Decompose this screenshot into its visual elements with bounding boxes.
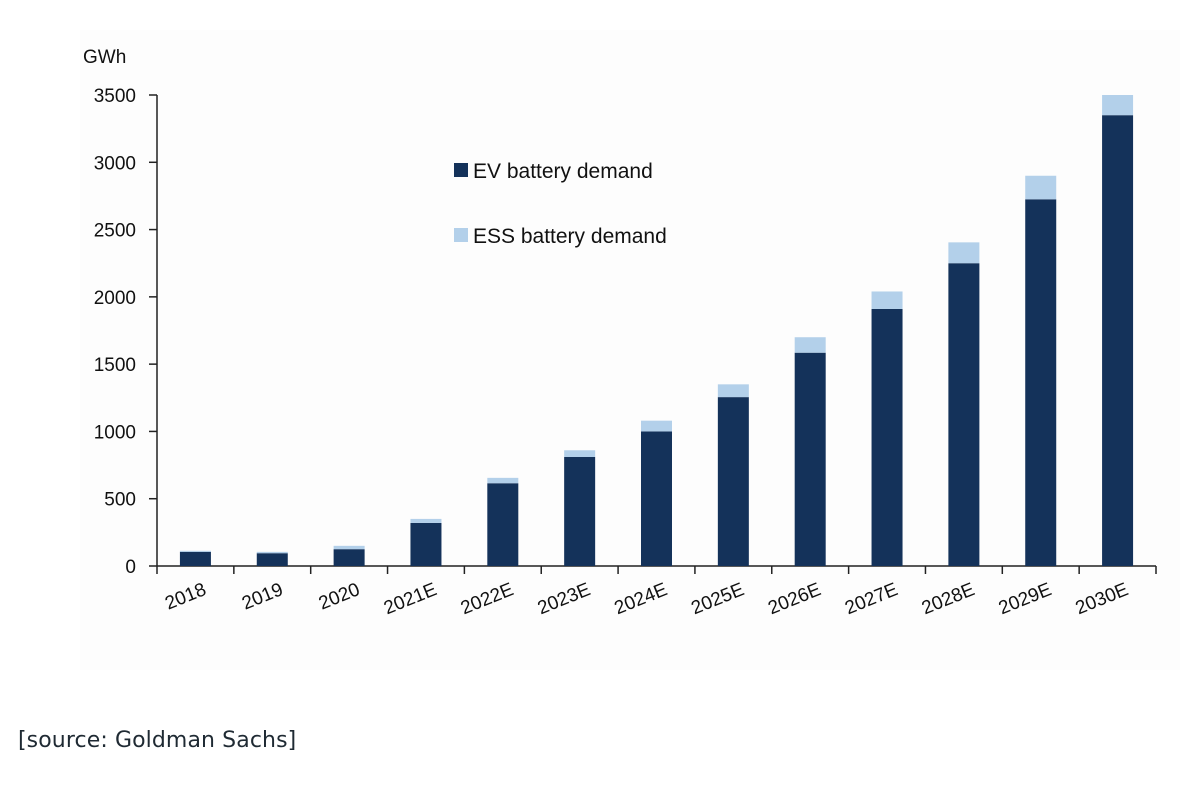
bar-ev-2020 — [333, 549, 365, 566]
x-tick-label: 2021E — [381, 579, 440, 619]
y-tick-label: 1500 — [94, 355, 136, 376]
source-note: [source: Goldman Sachs] — [18, 728, 297, 753]
bar-ev-2028e — [948, 263, 980, 566]
bar-ess-2022e — [487, 477, 519, 484]
bar-ev-2018 — [179, 551, 211, 566]
bar-ess-2027e — [871, 291, 903, 309]
x-tick-label: 2026E — [765, 579, 824, 619]
y-tick-label: 0 — [125, 557, 136, 578]
x-axis: 2018 2019 2020 2021E 2022E 2023E 2024E 2025E 202… — [156, 565, 1157, 619]
bar-ev-2026e — [794, 352, 826, 566]
x-tick-label: 2028E — [919, 579, 978, 619]
bar-ess-2030e — [1102, 95, 1134, 116]
legend-swatch-ess — [454, 228, 468, 242]
bar-ess-2018 — [179, 550, 211, 552]
y-tick-label: 3000 — [94, 153, 136, 174]
x-tick-label: 2020 — [316, 579, 363, 614]
bars — [179, 95, 1134, 567]
x-tick-label: 2019 — [239, 579, 286, 614]
bar-ess-2023e — [564, 450, 596, 457]
bar-ess-2026e — [794, 337, 826, 353]
y-axis: 0 500 1000 1500 2000 2500 3000 3500 — [94, 86, 158, 578]
bar-ess-2019 — [256, 551, 288, 554]
bar-ev-2027e — [871, 308, 903, 566]
legend-swatch-ev — [454, 163, 468, 177]
bar-ev-2024e — [641, 431, 672, 566]
x-tick-label: 2018 — [162, 579, 209, 614]
bar-ev-2029e — [1025, 199, 1057, 567]
bar-ev-2030e — [1102, 115, 1134, 566]
y-tick-label: 500 — [104, 490, 136, 511]
x-tick-label: 2030E — [1073, 579, 1132, 619]
y-tick-label: 3500 — [94, 86, 136, 107]
bar-ess-2021e — [410, 518, 442, 523]
bar-ev-2019 — [256, 553, 288, 566]
x-tick-label: 2027E — [842, 579, 901, 619]
bar-ess-2024e — [641, 420, 672, 432]
y-tick-label: 1000 — [94, 422, 136, 443]
bar-ess-2028e — [948, 242, 980, 264]
y-tick-label: 2000 — [94, 288, 136, 309]
bar-ev-2025e — [717, 397, 749, 566]
y-tick-label: 2500 — [94, 221, 136, 242]
x-tick-label: 2029E — [996, 579, 1055, 619]
x-tick-label: 2025E — [688, 579, 747, 619]
bar-ev-2023e — [564, 456, 596, 566]
x-tick-label: 2024E — [612, 579, 671, 619]
legend-label-ev: EV battery demand — [473, 160, 653, 183]
x-tick-label: 2023E — [535, 579, 594, 619]
y-unit-label: GWh — [83, 47, 126, 68]
bar-ev-2022e — [487, 483, 519, 566]
legend-label-ess: ESS battery demand — [473, 225, 667, 248]
bar-ev-2021e — [410, 522, 442, 566]
bar-ess-2029e — [1025, 175, 1057, 200]
x-tick-label: 2022E — [458, 579, 517, 619]
bar-ess-2025e — [717, 384, 749, 398]
bar-ess-2020 — [333, 545, 365, 550]
legend: EV battery demand ESS battery demand — [454, 160, 667, 248]
